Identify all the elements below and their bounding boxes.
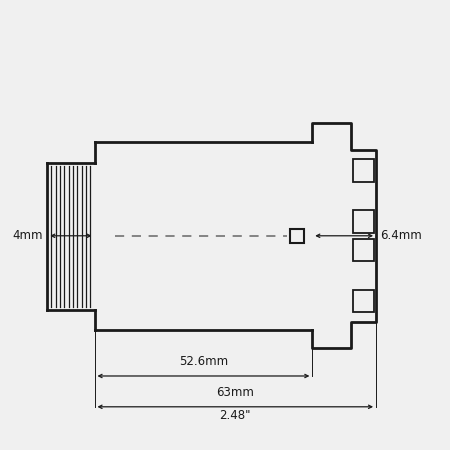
Bar [290, 229, 304, 243]
Text: 52.6mm: 52.6mm [179, 355, 228, 368]
Bar [353, 159, 374, 182]
Text: 4mm: 4mm [13, 230, 43, 242]
Bar [353, 290, 374, 312]
Text: 63mm: 63mm [216, 386, 254, 399]
Text: 6.4mm: 6.4mm [380, 230, 422, 242]
Bar [353, 210, 374, 233]
Bar [353, 239, 374, 261]
Text: 2.48": 2.48" [220, 409, 251, 422]
